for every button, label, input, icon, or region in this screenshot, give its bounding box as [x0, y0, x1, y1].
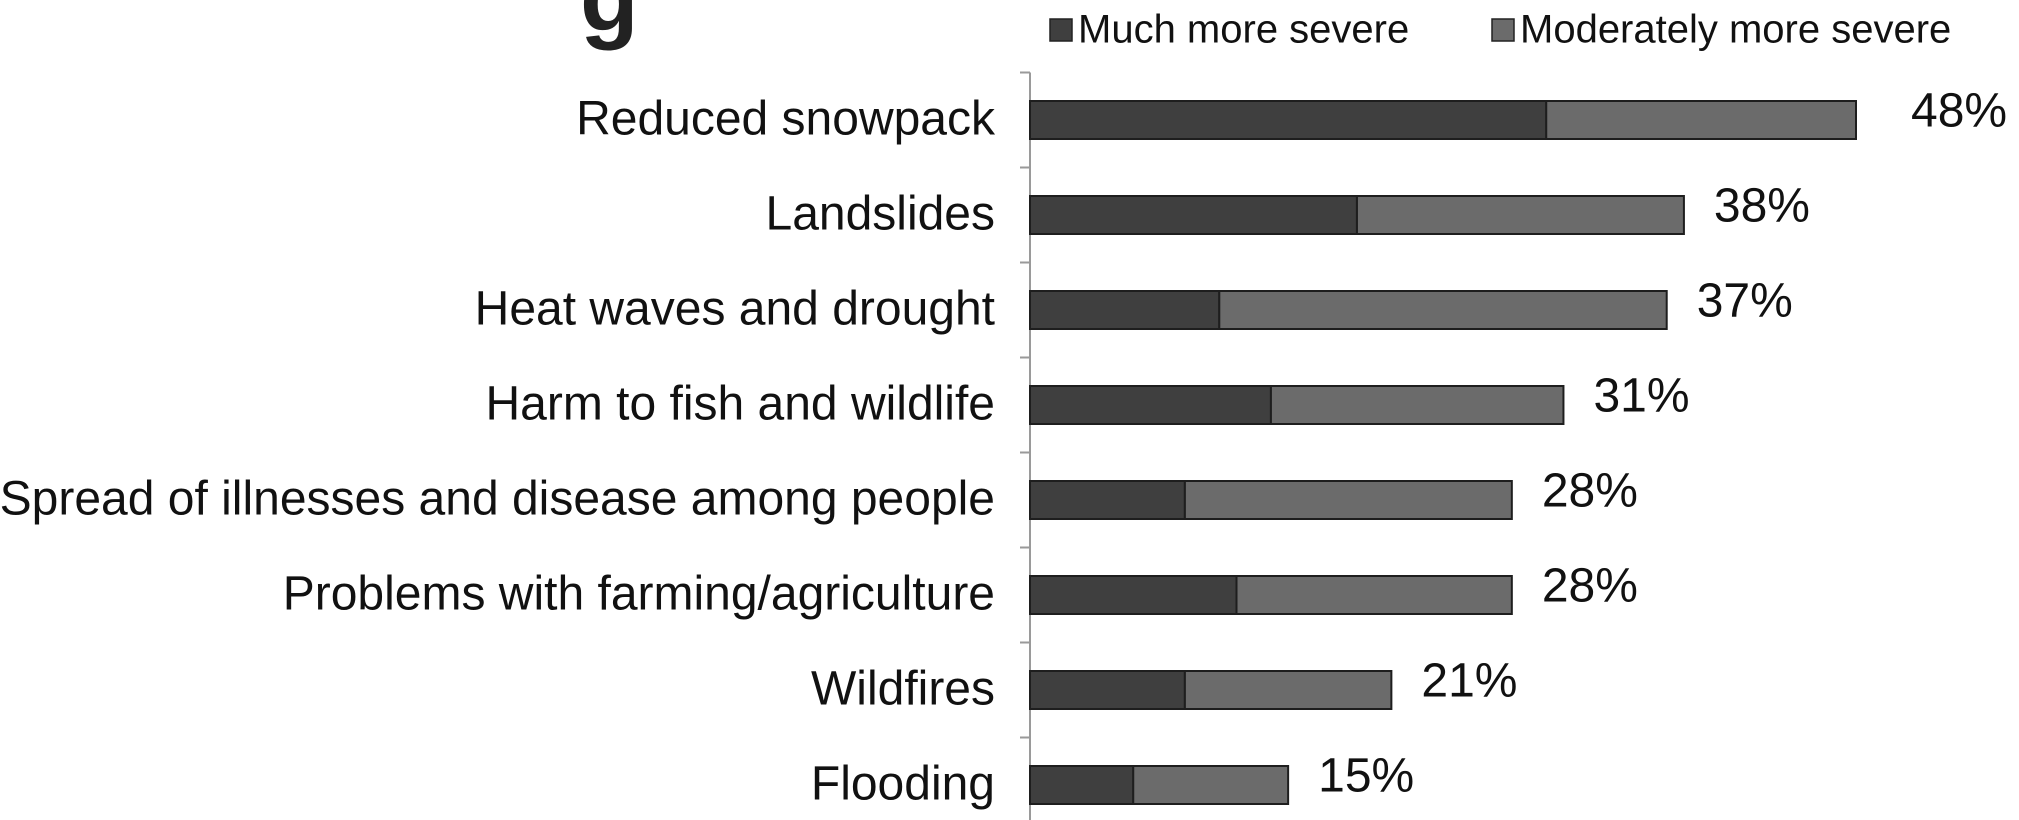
category-label-1: Reduced snowpack [576, 93, 996, 146]
bar-moderately-2 [1355, 195, 1685, 235]
legend-swatch-1 [1049, 18, 1073, 42]
legend-swatch-2 [1491, 18, 1515, 42]
value-label-6: 28% [1542, 560, 1638, 613]
value-label-5: 28% [1542, 465, 1638, 518]
category-label-6: Problems with farming/agriculture [283, 568, 995, 621]
value-labels: 48% 38% 37%31% 28% 28% 21%15% [1318, 85, 2007, 803]
value-label-4: 31% [1593, 370, 1689, 423]
bar-much-5 [1029, 480, 1186, 520]
bar-moderately-1 [1545, 100, 1857, 140]
bar-moderately-4 [1269, 385, 1565, 425]
bar-moderately-5 [1183, 480, 1513, 520]
bars-group [1029, 100, 1857, 805]
category-axis [1020, 71, 1031, 820]
bar-moderately-8 [1132, 765, 1290, 805]
legend-label-1: Much more severe [1078, 8, 1409, 52]
value-label-7: 21% [1421, 655, 1517, 708]
bar-much-2 [1029, 195, 1358, 235]
value-label-8: 15% [1318, 750, 1414, 803]
category-label-8: Flooding [811, 758, 995, 811]
bar-moderately-6 [1235, 575, 1513, 615]
bar-much-8 [1029, 765, 1135, 805]
bar-moderately-3 [1218, 290, 1668, 330]
bar-much-6 [1029, 575, 1238, 615]
bar-much-7 [1029, 670, 1186, 710]
value-label-3: 37% [1697, 275, 1793, 328]
category-label-7: Wildfires [811, 663, 995, 716]
title-fragment: g [580, 0, 639, 51]
category-label-3: Heat waves and drought [475, 283, 995, 336]
category-label-5: Spread of illnesses and disease among pe… [0, 473, 995, 526]
legend-label-2: Moderately more severe [1520, 8, 1951, 52]
category-label-2: Landslides [766, 188, 996, 241]
category-label-4: Harm to fish and wildlife [485, 378, 995, 431]
value-label-1: 48% [1911, 85, 2007, 138]
legend: Much more severe Moderately more severe [1049, 8, 1951, 52]
bar-much-1 [1029, 100, 1548, 140]
bar-much-4 [1029, 385, 1272, 425]
value-label-2: 38% [1714, 180, 1810, 233]
bar-moderately-7 [1183, 670, 1393, 710]
category-labels: Reduced snowpack Landslides Heat waves and… [0, 93, 996, 811]
bar-much-3 [1029, 290, 1221, 330]
